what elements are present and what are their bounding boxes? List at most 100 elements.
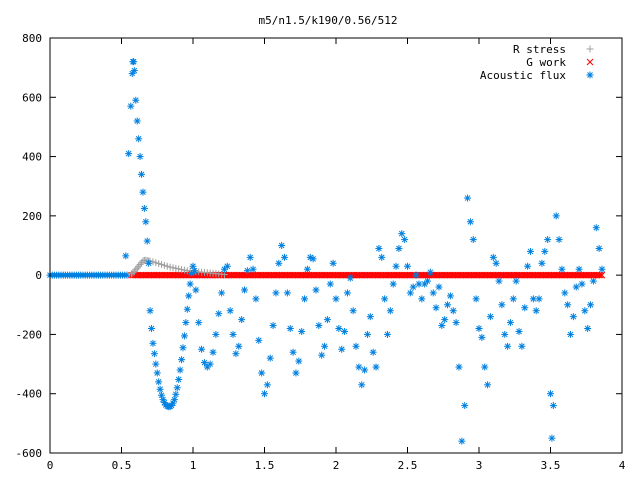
acoustic-flux-point (366, 313, 374, 321)
acoustic-flux-point (303, 265, 311, 273)
g-work-point (332, 271, 340, 279)
g-work-point (305, 271, 313, 279)
acoustic-flux-point (243, 267, 251, 275)
g-work-point (177, 271, 185, 279)
g-work-point (352, 271, 359, 279)
acoustic-flux-point (206, 360, 214, 368)
y-tick-label: -600 (16, 447, 43, 460)
g-work-point (275, 271, 283, 279)
g-work-point (502, 271, 510, 279)
acoustic-flux-point (263, 381, 271, 389)
acoustic-flux-point (567, 330, 575, 338)
g-work-point (148, 271, 156, 279)
g-work-point (512, 271, 519, 279)
acoustic-flux-point (406, 289, 414, 297)
g-work-point (446, 271, 454, 279)
y-axis-ticks: 800 600 400 200 0 -200 -400 -600 (16, 32, 622, 460)
acoustic-flux-point (321, 342, 329, 350)
acoustic-flux-point (261, 390, 268, 398)
g-work-point (420, 271, 428, 279)
g-work-point (374, 271, 382, 279)
g-work-point (540, 271, 548, 279)
g-work-point (369, 271, 377, 279)
g-work-point (433, 271, 441, 279)
g-work-point (334, 271, 342, 279)
acoustic-flux-point (215, 310, 223, 318)
g-work-point (168, 271, 175, 279)
g-work-point (222, 271, 230, 279)
g-work-point (504, 271, 511, 279)
acoustic-flux-point (464, 194, 472, 202)
g-work-point (324, 271, 332, 279)
legend-marker (586, 58, 594, 66)
acoustic-flux-point (332, 295, 340, 303)
g-work-point (528, 271, 535, 279)
g-work-point (564, 271, 572, 279)
acoustic-flux-point (389, 280, 397, 288)
acoustic-flux-point (418, 295, 426, 303)
g-work-point (449, 271, 457, 279)
g-work-point (395, 271, 403, 279)
acoustic-flux-point (286, 325, 294, 332)
r-stress-point (136, 260, 144, 268)
g-work-point (576, 271, 583, 279)
acoustic-flux-point (153, 369, 161, 377)
g-work-point (476, 271, 484, 279)
acoustic-flux-point (323, 316, 331, 324)
g-work-point (401, 271, 409, 279)
acoustic-flux-point (152, 360, 160, 368)
g-work-point (588, 271, 596, 279)
acoustic-flux-point (498, 301, 506, 309)
g-work-point (302, 271, 310, 279)
g-work-point (400, 271, 407, 279)
acoustic-flux-point (186, 280, 194, 288)
g-work-point (139, 271, 147, 279)
legend-label: G work (526, 56, 566, 69)
g-work-point (556, 271, 564, 279)
acoustic-flux-point (595, 244, 603, 252)
g-work-point (574, 271, 582, 279)
acoustic-flux-point (492, 259, 500, 267)
acoustic-flux-point (252, 295, 260, 303)
g-work-point (256, 271, 263, 279)
acoustic-flux-point (183, 305, 191, 313)
g-work-point (340, 271, 348, 279)
g-work-point (244, 271, 252, 279)
acoustic-flux-point (469, 236, 477, 244)
g-work-point (136, 271, 143, 279)
g-work-point (316, 271, 324, 279)
acoustic-flux-point (515, 327, 523, 335)
acoustic-flux-point (458, 437, 466, 445)
g-work-point (368, 271, 375, 279)
acoustic-flux-point (170, 396, 178, 404)
acoustic-flux-point (541, 247, 549, 255)
g-work-point (459, 271, 467, 279)
acoustic-flux-point (281, 253, 289, 261)
acoustic-flux-point (401, 236, 409, 244)
plot-area (46, 58, 606, 445)
g-work-point (227, 271, 235, 279)
acoustic-flux-point (564, 301, 572, 309)
g-work-point (259, 271, 267, 279)
acoustic-flux-point (547, 390, 554, 398)
acoustic-flux-point (346, 274, 354, 282)
acoustic-flux-point (229, 330, 237, 338)
acoustic-flux-point (132, 96, 140, 104)
acoustic-flux-point (255, 336, 263, 344)
acoustic-flux-point (518, 342, 526, 350)
acoustic-flux-point (501, 330, 509, 338)
x-tick-label: 2.5 (398, 459, 418, 472)
acoustic-flux-point (538, 259, 546, 267)
g-work-point (265, 271, 273, 279)
g-work-point (155, 271, 163, 279)
g-work-point (280, 271, 287, 279)
g-work-point (460, 271, 468, 279)
acoustic-flux-point (504, 342, 512, 350)
g-work-point (388, 271, 396, 279)
acoustic-flux-point (461, 402, 469, 410)
acoustic-flux-point (352, 342, 360, 350)
g-work-point (364, 271, 372, 279)
acoustic-flux-point (172, 390, 180, 398)
acoustic-flux-point (549, 402, 557, 410)
g-work-point (500, 271, 508, 279)
